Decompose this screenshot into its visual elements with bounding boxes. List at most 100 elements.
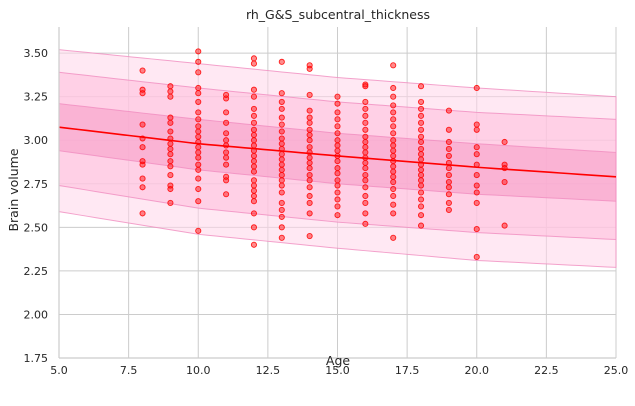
- data-point: [390, 142, 397, 149]
- data-point: [417, 126, 425, 133]
- data-point: [362, 138, 369, 146]
- data-point: [250, 93, 257, 100]
- data-point: [417, 151, 425, 158]
- data-point: [250, 119, 257, 126]
- data-point: [278, 224, 285, 231]
- data-point: [139, 161, 146, 168]
- y-tick-label: 2.50: [24, 221, 49, 234]
- data-point: [334, 165, 341, 172]
- data-point: [250, 60, 257, 67]
- data-point: [362, 112, 369, 119]
- data-point: [278, 206, 285, 213]
- data-point: [362, 184, 369, 191]
- data-point: [362, 192, 369, 200]
- data-point: [306, 154, 313, 161]
- data-point: [390, 147, 397, 154]
- data-point: [167, 140, 174, 147]
- data-point: [250, 192, 257, 200]
- data-point: [362, 165, 369, 172]
- data-point: [390, 173, 397, 180]
- data-point: [362, 81, 369, 88]
- y-tick-label: 2.75: [24, 178, 49, 191]
- data-point: [278, 140, 285, 147]
- data-point: [167, 163, 174, 170]
- data-point: [306, 131, 313, 139]
- data-point: [195, 90, 202, 97]
- data-point: [473, 199, 480, 207]
- data-point: [195, 58, 202, 65]
- data-point: [195, 98, 202, 105]
- data-point: [195, 128, 202, 135]
- x-tick-label: 5.0: [50, 364, 68, 377]
- x-tick-label: 20.0: [465, 364, 490, 377]
- data-point: [445, 126, 452, 133]
- scatter-points: [139, 48, 508, 261]
- data-point: [417, 196, 425, 203]
- data-point: [278, 98, 285, 105]
- data-point: [417, 156, 425, 163]
- data-point: [390, 102, 397, 109]
- data-point: [195, 149, 202, 156]
- data-point: [445, 165, 452, 172]
- data-point: [195, 227, 202, 234]
- data-point: [334, 109, 341, 116]
- data-point: [362, 126, 369, 133]
- data-point: [250, 137, 257, 144]
- data-point: [306, 177, 313, 184]
- data-point: [362, 144, 369, 151]
- data-point: [250, 131, 257, 139]
- data-point: [306, 172, 313, 179]
- data-point: [362, 98, 369, 105]
- data-point: [278, 182, 285, 189]
- data-point: [334, 212, 341, 219]
- data-point: [278, 213, 285, 220]
- data-point: [139, 90, 146, 97]
- data-point: [167, 83, 174, 90]
- data-point: [417, 83, 425, 90]
- data-point: [223, 161, 230, 168]
- data-point: [445, 206, 452, 213]
- data-point: [167, 128, 174, 135]
- data-point: [167, 114, 174, 121]
- data-point: [139, 184, 146, 191]
- data-point: [473, 144, 480, 151]
- data-point: [195, 166, 202, 173]
- data-point: [167, 93, 174, 100]
- data-point: [473, 121, 480, 128]
- data-point: [139, 67, 146, 74]
- data-point: [334, 116, 341, 123]
- data-point: [278, 172, 285, 179]
- data-point: [250, 241, 257, 248]
- data-point: [278, 177, 285, 184]
- data-point: [167, 145, 174, 152]
- data-point: [306, 210, 313, 217]
- data-point: [417, 212, 425, 219]
- x-tick-label: 17.5: [395, 364, 420, 377]
- data-point: [445, 152, 452, 159]
- data-point: [334, 182, 341, 189]
- data-point: [445, 172, 452, 179]
- data-point: [390, 201, 397, 208]
- data-point: [445, 178, 452, 186]
- data-point: [417, 189, 425, 196]
- data-point: [223, 95, 230, 102]
- data-point: [306, 114, 313, 121]
- data-point: [501, 138, 508, 146]
- trend-line-group: [58, 126, 617, 178]
- data-point: [195, 116, 202, 123]
- data-point: [306, 192, 313, 200]
- data-point: [334, 100, 341, 107]
- data-point: [306, 119, 313, 126]
- data-point: [390, 163, 397, 170]
- data-point: [278, 128, 285, 135]
- data-point: [334, 123, 341, 130]
- data-point: [306, 199, 313, 207]
- data-point: [195, 161, 202, 168]
- data-point: [473, 126, 480, 133]
- y-tick-label: 2.00: [24, 308, 49, 321]
- data-point: [473, 84, 480, 92]
- data-point: [250, 210, 257, 217]
- data-point: [473, 253, 480, 261]
- data-point: [473, 172, 480, 179]
- data-point: [278, 121, 285, 128]
